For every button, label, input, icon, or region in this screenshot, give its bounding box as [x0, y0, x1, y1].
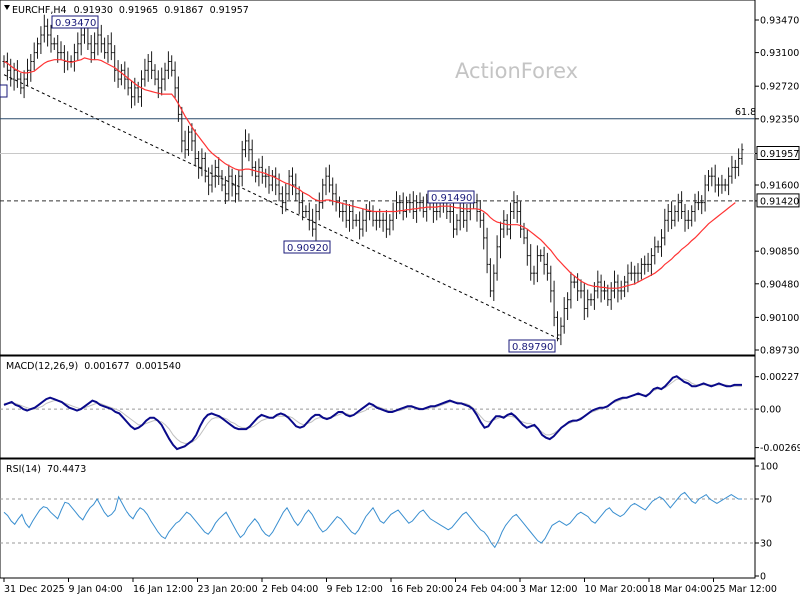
- price-title: EURCHF,H4 0.91930 0.91965 0.91867 0.9195…: [12, 5, 249, 16]
- price-annotation-box: [508, 339, 556, 353]
- rsi-line: [0, 491, 755, 549]
- price-panel: [0, 0, 756, 356]
- price-tick-label: 0.92350: [760, 114, 799, 125]
- price-axis: 0.93470 0.93100 0.92720 0.92350 0.91957 0.916…: [755, 16, 800, 357]
- time-tick-label: 2 Feb 04:00: [262, 584, 318, 595]
- macd-tick-label: 0.002277: [760, 372, 800, 383]
- time-tick-label: 25 Mar 12:00: [714, 584, 777, 595]
- macd-series-signal: [4, 378, 742, 444]
- price-tick-label: 0.91420: [760, 196, 799, 207]
- macd-axis: 0.002277 0.00 -0.002693: [755, 372, 800, 454]
- ohlc-close: 0.91957: [210, 5, 249, 16]
- time-tick-label: 31 Dec 2025: [4, 584, 65, 595]
- rsi-tick-label: 0: [760, 572, 766, 583]
- time-tick-label: 3 Mar 12:00: [520, 584, 577, 595]
- rsi-tick-label: 70: [760, 495, 772, 506]
- macd-lines: [0, 375, 755, 451]
- ma-line: [3, 57, 736, 289]
- price-annotations: 0.93470 0.90920 0.91490 0.89790: [0, 15, 556, 353]
- price-annotation: 0.93470: [55, 18, 96, 29]
- price-annotation: 0.90920: [287, 243, 328, 254]
- time-tick-label: 18 Mar 04:00: [649, 584, 712, 595]
- collapse-arrow-icon[interactable]: [4, 5, 10, 10]
- candles: [2, 14, 744, 346]
- macd-series-macd: [3, 375, 742, 451]
- watermark: ActionForex: [455, 59, 578, 83]
- time-tick-label: 16 Feb 20:00: [391, 584, 453, 595]
- price-annotation: 0.89790: [512, 342, 553, 353]
- time-tick-label: 10 Mar 20:00: [585, 584, 648, 595]
- macd-value: 0.001677: [84, 361, 129, 372]
- price-tick-label: 0.89730: [760, 346, 799, 357]
- price-annotation-box: [427, 190, 475, 204]
- price-tick-label: 0.90850: [760, 247, 799, 258]
- rsi-value: 70.4473: [47, 464, 86, 475]
- rsi-axis: 100 70 30 0: [755, 462, 778, 583]
- fib-61-8-label: 61.8: [735, 107, 756, 118]
- price-annotation-box: [51, 15, 99, 29]
- price-tick-label: 0.90480: [760, 279, 799, 290]
- macd-tick-label: -0.002693: [760, 443, 800, 454]
- ohlc-low: 0.91867: [164, 5, 203, 16]
- macd-title: MACD(12,26,9) 0.001677 0.001540: [6, 361, 181, 372]
- left-edge-annotation: [0, 84, 8, 98]
- symbol-label: EURCHF,H4: [12, 5, 67, 16]
- price-tick-label: 0.93470: [760, 16, 799, 27]
- macd-tick-label: 0.00: [760, 405, 781, 416]
- macd-signal-value: 0.001540: [136, 361, 181, 372]
- price-tag: [756, 193, 800, 208]
- time-tick-label: 24 Feb 04:00: [456, 584, 518, 595]
- time-tick-label: 16 Jan 12:00: [133, 584, 193, 595]
- rsi-label: RSI(14): [6, 464, 41, 475]
- rsi-tick-label: 30: [760, 539, 772, 550]
- time-axis: 31 Dec 2025 9 Jan 04:00 16 Jan 12:00 23 Jan…: [3, 578, 777, 595]
- ohlc-open: 0.91930: [74, 5, 113, 16]
- time-tick-label: 9 Feb 12:00: [327, 584, 383, 595]
- price-tick-label: 0.91600: [760, 181, 799, 192]
- price-annotation: 0.91490: [431, 193, 472, 204]
- price-tick-label: 0.93100: [760, 48, 799, 59]
- rsi-series: [3, 491, 742, 549]
- price-tick-label: 0.91957: [760, 149, 799, 160]
- rsi-title: RSI(14) 70.4473: [6, 464, 86, 475]
- time-tick-label: 9 Jan 04:00: [69, 584, 123, 595]
- price-tick-label: 0.90100: [760, 313, 799, 324]
- price-tick-label: 0.92720: [760, 82, 799, 93]
- rsi-panel: [0, 458, 756, 579]
- price-annotation-box: [283, 240, 331, 254]
- time-tick-label: 23 Jan 20:00: [198, 584, 258, 595]
- macd-label: MACD(12,26,9): [6, 361, 78, 372]
- price-tag: [756, 146, 800, 160]
- ohlc-high: 0.91965: [119, 5, 158, 16]
- rsi-tick-label: 100: [760, 462, 778, 473]
- moving-average: [3, 57, 736, 289]
